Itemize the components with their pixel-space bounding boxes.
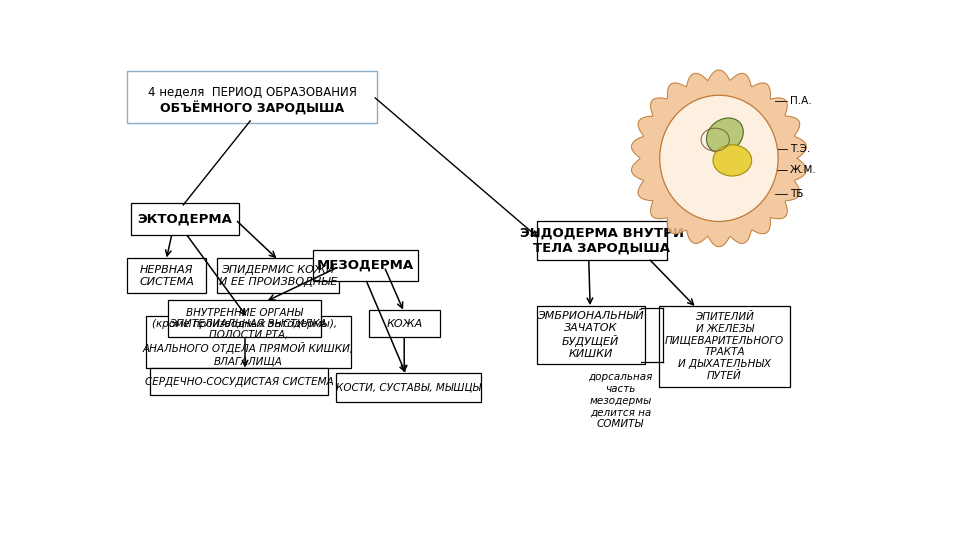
Text: Т.Э.: Т.Э. bbox=[789, 144, 810, 154]
Text: НЕРВНАЯ
СИСТЕМА: НЕРВНАЯ СИСТЕМА bbox=[139, 265, 194, 287]
FancyBboxPatch shape bbox=[537, 221, 667, 260]
Text: ЭПИТЕЛИАЛЬНАЯ ВЫСТИЛКА
ПОЛОСТИ РТА,
АНАЛЬНОГО ОТДЕЛА ПРЯМОЙ КИШКИ,
ВЛАГАЛИЩА: ЭПИТЕЛИАЛЬНАЯ ВЫСТИЛКА ПОЛОСТИ РТА, АНАЛ… bbox=[143, 319, 354, 366]
FancyBboxPatch shape bbox=[217, 258, 340, 294]
Text: ТБ: ТБ bbox=[789, 188, 803, 199]
Ellipse shape bbox=[660, 95, 779, 221]
Text: ОБЪЁМНОГО ЗАРОДЫША: ОБЪЁМНОГО ЗАРОДЫША bbox=[160, 102, 345, 116]
Text: ЭКТОДЕРМА: ЭКТОДЕРМА bbox=[137, 213, 232, 226]
FancyBboxPatch shape bbox=[537, 306, 644, 364]
Text: КОСТИ, СУСТАВЫ, МЫШЦЫ: КОСТИ, СУСТАВЫ, МЫШЦЫ bbox=[336, 382, 481, 393]
Text: МЕЗОДЕРМА: МЕЗОДЕРМА bbox=[317, 259, 414, 272]
Polygon shape bbox=[632, 70, 806, 247]
Text: КОЖА: КОЖА bbox=[387, 319, 422, 329]
Text: 4 неделя  ПЕРИОД ОБРАЗОВАНИЯ: 4 неделя ПЕРИОД ОБРАЗОВАНИЯ bbox=[148, 86, 357, 99]
Ellipse shape bbox=[713, 145, 752, 176]
Text: СЕРДЕЧНО-СОСУДИСТАЯ СИСТЕМА: СЕРДЕЧНО-СОСУДИСТАЯ СИСТЕМА bbox=[145, 377, 333, 387]
Text: ВНУТРЕННИЕ ОРГАНЫ
(кроме производных энтодермы),: ВНУТРЕННИЕ ОРГАНЫ (кроме производных энт… bbox=[152, 308, 337, 329]
Ellipse shape bbox=[707, 118, 743, 153]
Text: ЭПИДЕРМИС КОЖИ
И ЕЕ ПРОИЗВОДНЫЕ: ЭПИДЕРМИС КОЖИ И ЕЕ ПРОИЗВОДНЫЕ bbox=[219, 265, 337, 287]
FancyBboxPatch shape bbox=[168, 300, 321, 337]
Text: дорсальная
часть
мезодермы
делится на
СОМИТЫ: дорсальная часть мезодермы делится на СО… bbox=[588, 373, 653, 429]
FancyBboxPatch shape bbox=[370, 310, 440, 337]
Text: ЭНДОДЕРМА ВНУТРИ
ТЕЛА ЗАРОДЫША: ЭНДОДЕРМА ВНУТРИ ТЕЛА ЗАРОДЫША bbox=[519, 226, 684, 254]
FancyBboxPatch shape bbox=[150, 368, 328, 395]
FancyBboxPatch shape bbox=[660, 306, 789, 387]
FancyBboxPatch shape bbox=[146, 316, 350, 368]
Text: П.А.: П.А. bbox=[789, 97, 811, 106]
Text: ЭПИТЕЛИЙ
И ЖЕЛЕЗЫ
ПИЩЕВАРИТЕЛЬНОГО
ТРАКТА
И ДЫХАТЕЛЬНЫХ
ПУТЕЙ: ЭПИТЕЛИЙ И ЖЕЛЕЗЫ ПИЩЕВАРИТЕЛЬНОГО ТРАКТ… bbox=[665, 313, 784, 381]
FancyBboxPatch shape bbox=[313, 250, 418, 281]
FancyBboxPatch shape bbox=[128, 71, 376, 123]
FancyBboxPatch shape bbox=[128, 258, 205, 294]
Text: Ж.М.: Ж.М. bbox=[789, 165, 816, 174]
Text: ЭМБРИОНАЛЬНЫЙ
ЗАЧАТОК
БУДУЩЕЙ
КИШКИ: ЭМБРИОНАЛЬНЫЙ ЗАЧАТОК БУДУЩЕЙ КИШКИ bbox=[538, 312, 644, 359]
FancyBboxPatch shape bbox=[336, 373, 481, 402]
FancyBboxPatch shape bbox=[132, 203, 239, 235]
